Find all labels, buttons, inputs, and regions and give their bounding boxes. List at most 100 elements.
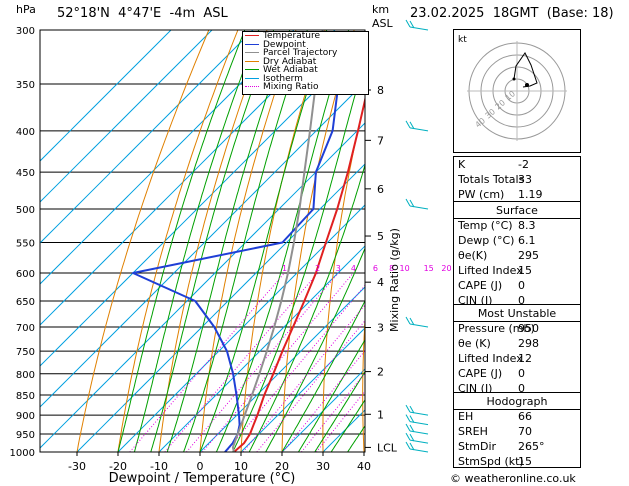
most-unstable-row-label: Pressure (mb)	[458, 322, 535, 335]
surface-row-label: CIN (J)	[458, 294, 493, 307]
mixing-ratio-label: 4	[351, 264, 356, 273]
surface-row-label: Temp (°C)	[458, 219, 513, 232]
surface-row-value: 0	[518, 294, 525, 307]
legend-swatch	[245, 86, 259, 87]
copyright: © weatheronline.co.uk	[450, 472, 576, 485]
hodograph-start-marker	[512, 77, 516, 81]
legend-swatch	[245, 35, 259, 36]
legend-entry: Mixing Ratio	[245, 83, 318, 92]
wind-barb-flag	[405, 120, 411, 129]
legend-entry: Temperature	[245, 32, 320, 41]
wind-barb-shaft	[409, 26, 429, 31]
most-unstable-panel: Most Unstable Pressure (mb) 950 θe (K) 298 L…	[453, 304, 581, 396]
isotherm	[40, 30, 336, 326]
km-tick-label: 6	[377, 183, 384, 196]
wind-barb-shaft	[409, 430, 429, 435]
surface-panel: Surface Temp (°C) 8.3 Dewp (°C) 6.1 θe(K) 295…	[453, 201, 581, 307]
wind-barb-flag	[405, 441, 411, 450]
most-unstable-row-value: 950	[518, 322, 539, 335]
wind-barbs	[405, 19, 429, 453]
k-index-label: K	[458, 158, 466, 171]
most-unstable-divider	[454, 321, 580, 322]
pressure-tick-label: 650	[16, 297, 35, 308]
most-unstable-row-value: 298	[518, 337, 539, 350]
hodograph-stats-row-label: EH	[458, 410, 474, 423]
legend-swatch	[245, 52, 259, 53]
hodograph-stats-row: StmDir 265°	[454, 439, 580, 454]
dry-adiabat	[240, 30, 326, 452]
surface-row-value: 8.3	[518, 219, 536, 232]
hodograph-stats-row-value: 70	[518, 425, 532, 438]
legend-label: Mixing Ratio	[263, 82, 319, 92]
legend-entry: Wet Adiabat	[245, 66, 318, 75]
wind-barb-shaft	[409, 421, 429, 426]
hodograph-ring-label: 20	[494, 98, 508, 111]
wind-barb-flag	[405, 414, 411, 422]
wind-barb-flag	[409, 317, 415, 326]
wind-barb-flag	[409, 415, 415, 423]
pressure-tick-label: 350	[16, 80, 35, 91]
most-unstable-row-label: CAPE (J)	[458, 367, 503, 380]
hodograph-stats-panel: Hodograph EH 66 SREH 70 StmDir 265° StmSpd (kt…	[453, 392, 581, 468]
most-unstable-row-value: 0	[518, 382, 525, 395]
wind-barb-flag	[409, 442, 415, 451]
surface-row-label: θe(K)	[458, 249, 488, 262]
mixing-ratio-label: 3	[336, 264, 341, 273]
wind-barb-flag	[409, 199, 415, 208]
legend-swatch	[245, 43, 259, 45]
legend-entry: Isotherm	[245, 73, 303, 84]
pressure-tick-label: 700	[16, 323, 35, 334]
series-temperature	[233, 95, 365, 452]
km-tick-label: 4	[377, 276, 384, 289]
legend-entry: Dry Adiabat	[245, 56, 317, 67]
km-tick-label: 7	[377, 134, 384, 147]
legend-label: Dry Adiabat	[263, 56, 317, 67]
hodograph-panel: kt 10 20 30 40	[453, 29, 581, 153]
dry-adiabat	[401, 30, 441, 452]
wet-adiabat	[150, 30, 275, 452]
legend-label: Isotherm	[263, 73, 303, 84]
surface-row: Dewp (°C) 6.1	[454, 233, 580, 248]
legend: Temperature Dewpoint Parcel Trajectory Dry …	[242, 31, 369, 95]
pressure-tick-label: 1000	[10, 448, 35, 459]
surface-row-value: 6.1	[518, 234, 536, 247]
wet-adiabat	[215, 30, 350, 452]
hodograph-trace	[513, 52, 538, 88]
mixing-ratio-label: 1	[282, 264, 287, 273]
surface-row: CAPE (J) 0	[454, 278, 580, 293]
pressure-tick-label: 850	[16, 391, 35, 402]
surface-row-label: Lifted Index	[458, 264, 523, 277]
isotherm	[158, 245, 365, 452]
x-tick-label: 0	[197, 460, 204, 473]
wind-barb-flag	[405, 404, 411, 413]
most-unstable-row-label: CIN (J)	[458, 382, 493, 395]
most-unstable-title: Most Unstable	[477, 307, 557, 320]
most-unstable-row: CIN (J) 0	[454, 381, 580, 396]
wind-barb-flag	[409, 405, 415, 414]
isotherm	[40, 30, 213, 203]
pressure-tick-label: 600	[16, 269, 35, 280]
legend-label: Wet Adiabat	[263, 65, 318, 75]
isotherm	[40, 122, 365, 449]
isotherm	[40, 40, 365, 367]
surface-row-label: CAPE (J)	[458, 279, 503, 292]
pressure-tick-label: 300	[16, 26, 35, 37]
mixing-ratio-line	[315, 390, 365, 452]
mixing-ratio-line	[202, 272, 354, 452]
isotherm	[40, 81, 365, 408]
surface-row-value: 15	[518, 264, 532, 277]
km-tick-label: 3	[377, 322, 384, 335]
most-unstable-row: θe (K) 298	[454, 336, 580, 351]
dry-adiabat	[76, 30, 210, 452]
wind-barb-shaft	[409, 411, 429, 416]
wind-barb-flag	[409, 121, 415, 130]
pressure-tick-label: 450	[16, 168, 35, 179]
pressure-tick-label: 900	[16, 411, 35, 422]
hodograph-stats-row-label: StmDir	[458, 440, 497, 453]
x-tick-label: 30	[316, 460, 330, 473]
wet-adiabat	[117, 30, 246, 452]
x-tick-label: -20	[109, 460, 127, 473]
most-unstable-row: Pressure (mb) 950	[454, 321, 580, 336]
isotherm	[117, 204, 365, 452]
